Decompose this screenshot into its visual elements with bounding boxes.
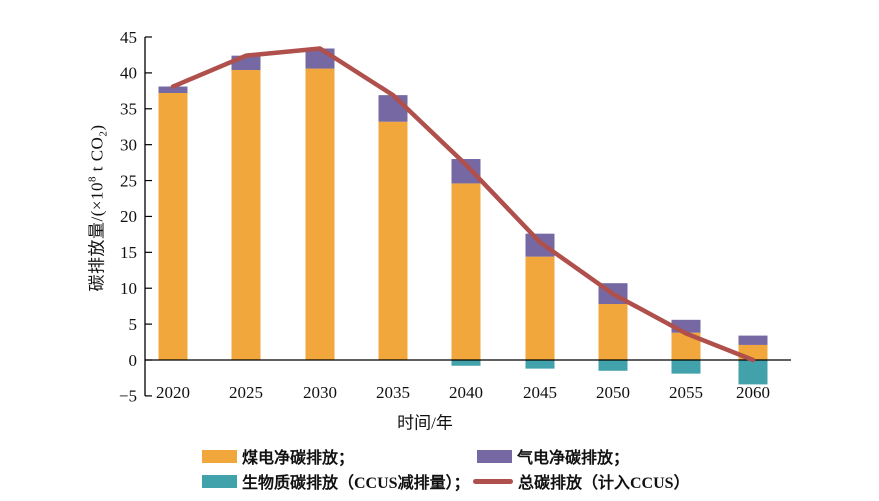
bar-gas-2035 — [378, 95, 408, 122]
y-axis-title-prefix: 碳排放量/(×10 — [87, 182, 107, 292]
legend-item-gas: 气电净碳排放； — [477, 444, 629, 468]
bar-biomass-2060 — [738, 360, 768, 385]
y-axis-title: 碳排放量/(×108 t CO2) — [82, 124, 110, 292]
legend-swatch-total-line — [473, 478, 513, 484]
x-tick-label: 2045 — [523, 383, 557, 402]
bars-group — [158, 48, 768, 385]
y-tick-label: 0 — [129, 351, 138, 370]
x-tick-label: 2020 — [156, 383, 190, 402]
y-tick-label: −5 — [119, 387, 137, 406]
x-tick-label: 2050 — [596, 383, 630, 402]
legend-item-coal: 煤电净碳排放； — [202, 444, 354, 468]
x-tick-label: 2030 — [303, 383, 337, 402]
legend-swatch-biomass — [202, 474, 237, 488]
y-tick-label: 45 — [120, 28, 137, 47]
bar-biomass-2040 — [451, 360, 481, 366]
legend-item-biomass: 生物质碳排放（CCUS减排量）； — [202, 469, 470, 493]
bar-coal-2045 — [525, 256, 555, 360]
bar-biomass-2045 — [525, 360, 555, 369]
legend-swatch-coal — [202, 449, 237, 463]
y-tick-label: 25 — [120, 171, 137, 190]
y-tick-label: 15 — [120, 243, 137, 262]
bar-gas-2060 — [738, 335, 768, 345]
y-tick-label: 10 — [120, 279, 137, 298]
y-axis-title-mid: t CO — [87, 136, 107, 177]
bar-gas-2045 — [525, 233, 555, 257]
y-tick-label: 20 — [120, 207, 137, 226]
legend-item-total: 总碳排放（计入CCUS） — [473, 469, 690, 493]
bar-gas-2020 — [158, 86, 188, 93]
x-axis-title: 时间/年 — [397, 413, 453, 433]
bar-biomass-2055 — [671, 360, 701, 374]
y-tick-label: 40 — [120, 64, 137, 83]
bar-coal-2025 — [231, 70, 261, 361]
bar-coal-2050 — [598, 304, 628, 360]
y-tick-label: 5 — [129, 315, 138, 334]
y-tick-label: 30 — [120, 135, 137, 154]
bar-biomass-2050 — [598, 360, 628, 371]
x-tick-label: 2040 — [449, 383, 483, 402]
x-tick-label: 2025 — [229, 383, 263, 402]
bar-coal-2035 — [378, 121, 408, 360]
bar-coal-2030 — [305, 68, 335, 361]
legend-swatch-gas — [477, 449, 512, 463]
legend-label-coal: 煤电净碳排放； — [242, 450, 355, 467]
legend-label-total: 总碳排放（计入CCUS） — [518, 475, 690, 492]
legend-label-biomass: 生物质碳排放（CCUS减排量）； — [242, 475, 470, 492]
y-axis-title-sup: 8 — [86, 176, 99, 183]
total-emissions-line — [170, 46, 756, 363]
x-axis-labels: 2020 2025 2030 2035 2040 2045 2050 2055 2060 — [156, 383, 770, 402]
y-axis-title-sub: 2 — [97, 130, 110, 137]
y-axis-title-suffix: ) — [87, 124, 107, 131]
x-tick-label: 2055 — [669, 383, 703, 402]
legend-label-gas: 气电净碳排放； — [517, 450, 630, 467]
x-tick-label: 2060 — [736, 383, 770, 402]
bar-coal-2020 — [158, 92, 188, 360]
y-axis: −5 0 5 10 15 20 25 30 35 40 45 — [119, 28, 152, 406]
y-tick-label: 35 — [120, 100, 137, 119]
x-tick-label: 2035 — [376, 383, 410, 402]
bar-coal-2040 — [451, 183, 481, 360]
